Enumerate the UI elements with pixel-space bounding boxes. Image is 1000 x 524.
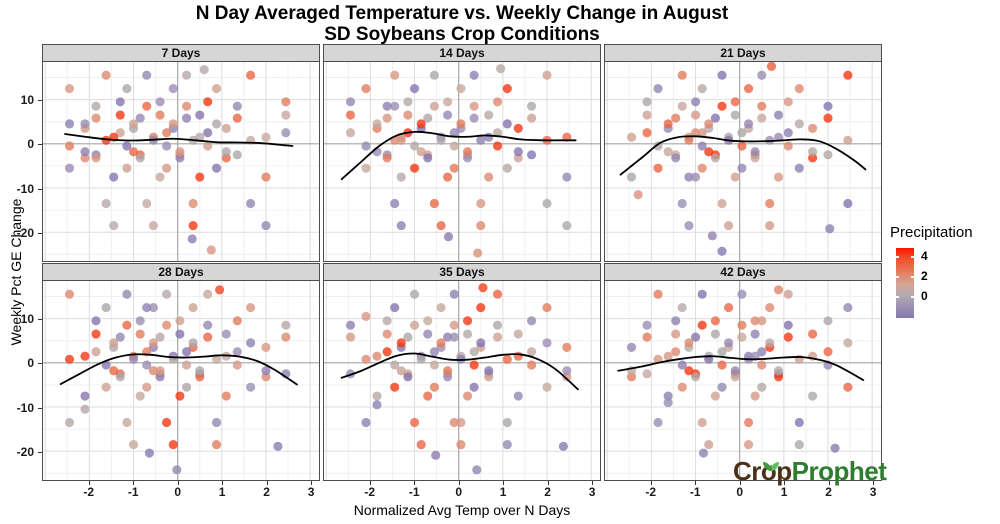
x-tick-label: 3 xyxy=(588,485,596,499)
x-tick-mark xyxy=(873,481,875,485)
y-tick-mark xyxy=(38,318,42,320)
legend-tick-mark xyxy=(896,275,899,278)
y-tick-label: 0 xyxy=(27,356,34,371)
facet-strip-28-days: 28 Days xyxy=(42,263,320,281)
facet-7-days: 7 Days xyxy=(42,44,320,262)
x-tick-mark xyxy=(547,481,549,485)
facet-panel-42-days xyxy=(604,281,882,481)
legend-tick-label: 0 xyxy=(921,289,928,303)
y-tick-mark xyxy=(38,407,42,409)
facet-panel-35-days xyxy=(323,281,601,481)
y-tick-label: 10 xyxy=(20,92,34,107)
x-tick-label: -1 xyxy=(689,485,701,499)
x-tick-mark xyxy=(592,481,594,485)
y-tick-mark xyxy=(38,233,42,235)
y-tick-label: -20 xyxy=(16,226,34,241)
chart-title-line2: SD Soybeans Crop Conditions xyxy=(324,24,600,45)
facet-28-days: 28 Days xyxy=(42,263,320,481)
sprout-icon xyxy=(762,448,780,479)
legend-tick-mark xyxy=(911,256,914,259)
facet-panel-28-days xyxy=(42,281,320,481)
y-tick-mark xyxy=(38,188,42,190)
legend-tick-label: 4 xyxy=(921,249,928,264)
facet-strip-35-days: 35 Days xyxy=(323,263,601,281)
facet-35-days: 35 Days xyxy=(323,263,601,481)
facet-21-days: 21 Days xyxy=(604,44,882,262)
facet-strip-21-days: 21 Days xyxy=(604,44,882,62)
y-tick-label: -10 xyxy=(16,400,34,415)
x-tick-mark xyxy=(177,481,179,485)
facet-panel-7-days xyxy=(42,62,320,262)
legend-title: Precipitation xyxy=(890,224,973,241)
x-tick-label: 2 xyxy=(544,485,551,499)
x-tick-mark xyxy=(503,481,505,485)
y-tick-mark xyxy=(38,452,42,454)
x-tick-mark xyxy=(369,481,371,485)
x-tick-label: 3 xyxy=(307,485,315,499)
x-tick-label: 2 xyxy=(263,485,270,499)
x-tick-mark xyxy=(784,481,786,485)
facet-panel-21-days xyxy=(604,62,882,262)
y-tick-label: -10 xyxy=(16,181,34,196)
y-tick-label: 0 xyxy=(27,137,34,152)
x-tick-label: 1 xyxy=(218,485,226,499)
x-tick-label: 1 xyxy=(499,485,507,499)
facet-strip-7-days: 7 Days xyxy=(42,44,320,62)
x-tick-mark xyxy=(739,481,741,485)
legend-tick-mark xyxy=(911,275,914,278)
chart-title-line1: N Day Averaged Temperature vs. Weekly Ch… xyxy=(195,3,729,24)
x-tick-label: 0 xyxy=(174,485,182,499)
legend-tick-mark xyxy=(896,256,899,259)
x-tick-mark xyxy=(650,481,652,485)
x-tick-label: 0 xyxy=(455,485,463,499)
x-tick-mark xyxy=(88,481,90,485)
x-tick-mark xyxy=(133,481,135,485)
y-tick-label: -20 xyxy=(16,445,34,460)
logo-text-crop: Crop xyxy=(733,456,792,486)
x-axis-label: Normalized Avg Temp over N Days xyxy=(353,502,571,518)
x-tick-label: 3 xyxy=(869,485,877,499)
x-tick-mark xyxy=(222,481,224,485)
x-tick-mark xyxy=(266,481,268,485)
x-tick-label: -1 xyxy=(127,485,139,499)
logo-text-prophet: Prophet xyxy=(791,456,887,486)
x-tick-mark xyxy=(695,481,697,485)
y-tick-label: 10 xyxy=(20,311,34,326)
cropprophet-logo: CropProphet xyxy=(733,456,887,487)
y-tick-mark xyxy=(38,99,42,101)
x-tick-label: -2 xyxy=(364,485,376,499)
x-tick-label: 1 xyxy=(780,485,788,499)
legend-gradient-bar xyxy=(896,248,914,318)
x-tick-mark xyxy=(828,481,830,485)
legend-tick-mark xyxy=(911,296,914,298)
x-tick-mark xyxy=(414,481,416,485)
legend-tick-mark xyxy=(896,296,899,298)
facet-14-days: 14 Days xyxy=(323,44,601,262)
facet-strip-14-days: 14 Days xyxy=(323,44,601,62)
x-tick-label: -1 xyxy=(408,485,420,499)
x-tick-label: 0 xyxy=(736,485,744,499)
x-tick-mark xyxy=(458,481,460,485)
facet-panel-14-days xyxy=(323,62,601,262)
y-tick-mark xyxy=(38,363,42,365)
y-tick-mark xyxy=(38,144,42,146)
x-tick-label: 2 xyxy=(825,485,832,499)
legend-tick-label: 2 xyxy=(921,268,928,283)
facet-strip-42-days: 42 Days xyxy=(604,263,882,281)
chart-title: N Day Averaged Temperature vs. Weekly Ch… xyxy=(0,3,924,45)
x-tick-label: -2 xyxy=(83,485,95,499)
x-tick-label: -2 xyxy=(645,485,657,499)
facet-42-days: 42 Days xyxy=(604,263,882,481)
x-tick-mark xyxy=(311,481,313,485)
